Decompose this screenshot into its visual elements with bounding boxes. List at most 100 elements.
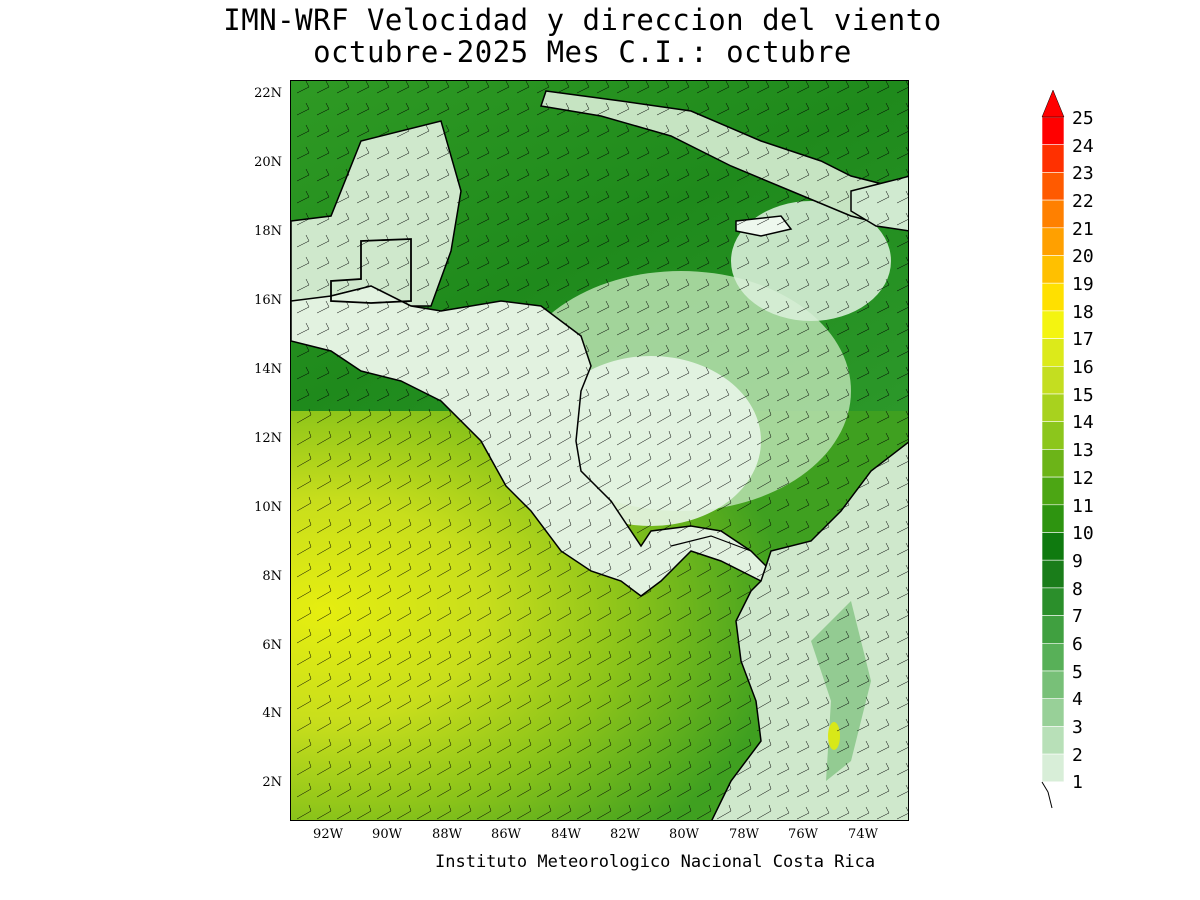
wind-barb (456, 300, 470, 314)
wind-barb (836, 366, 850, 380)
wind-barb (396, 804, 412, 820)
wind-barb (616, 81, 630, 94)
wind-barb (576, 430, 592, 446)
wind-barb (516, 518, 532, 534)
wind-barb (556, 716, 572, 732)
wind-barb (796, 696, 810, 710)
wind-barb (296, 430, 312, 446)
cb-label-7: 7 (1072, 606, 1083, 627)
wind-barb (616, 452, 632, 468)
wind-barb (596, 496, 612, 512)
colorbar-box (1041, 476, 1065, 506)
wind-barb (496, 430, 512, 446)
wind-barb (776, 564, 790, 578)
wind-barb (676, 212, 690, 226)
wind-barb (356, 256, 370, 270)
wind-barb (576, 278, 590, 292)
cb-label-20: 20 (1072, 246, 1094, 267)
wind-barb (836, 388, 850, 402)
wind-barb (496, 102, 510, 116)
wind-barb (896, 762, 908, 776)
wind-barb (636, 300, 650, 314)
wind-barb (736, 430, 752, 446)
wind-barb (436, 606, 452, 622)
wind-barb (616, 234, 630, 248)
wind-barb (296, 804, 312, 820)
wind-barb (656, 562, 672, 578)
wind-barb (836, 762, 850, 776)
wind-barb (716, 496, 732, 512)
wind-barb (336, 452, 352, 468)
wind-barb (456, 672, 472, 688)
wind-barb (316, 124, 330, 138)
wind-barb (876, 278, 890, 292)
wind-barb (596, 322, 610, 336)
wind-barb (556, 300, 570, 314)
wind-barb (536, 388, 550, 402)
wind-barb (816, 564, 830, 578)
wind-barb (496, 804, 512, 820)
wind-barb (596, 606, 612, 622)
wind-barb (816, 498, 830, 512)
lon-label-80w: 80W (669, 827, 699, 842)
wind-barb (336, 388, 350, 402)
wind-barb (456, 278, 470, 292)
wind-barb (396, 496, 412, 512)
wind-barb (796, 278, 810, 292)
wind-barb (696, 782, 712, 798)
wind-barb (636, 146, 650, 160)
wind-barb (296, 81, 310, 94)
wind-barb (356, 760, 372, 776)
wind-barb (896, 520, 908, 534)
wind-barb (816, 278, 830, 292)
wind-barb (616, 738, 632, 754)
wind-barb (636, 81, 650, 94)
cb-label-5: 5 (1072, 662, 1083, 683)
color-scale (1041, 89, 1065, 809)
wind-barb (396, 540, 412, 556)
wind-barb (736, 212, 750, 226)
wind-barb (336, 408, 352, 424)
wind-barb (716, 212, 730, 226)
wind-barb (336, 146, 350, 160)
wind-barb (656, 760, 672, 776)
wind-barb (796, 806, 810, 820)
wind-barb (716, 650, 732, 666)
wind-barb (816, 300, 830, 314)
wind-barb (796, 300, 810, 314)
wind-barb (336, 190, 350, 204)
wind-barb (376, 562, 392, 578)
wind-barb (536, 518, 552, 534)
wind-barb (436, 650, 452, 666)
wind-barb (636, 650, 652, 666)
wind-barb (876, 630, 890, 644)
wind-barb (456, 366, 470, 380)
wind-barb (736, 760, 752, 776)
wind-barb (536, 738, 552, 754)
colorbar-box (1041, 365, 1065, 395)
jamaica-land (735, 215, 793, 237)
wind-barb (516, 408, 532, 424)
wind-barb (776, 344, 790, 358)
wind-barb (696, 408, 712, 424)
wind-barb (756, 408, 772, 424)
wind-barb (856, 168, 870, 182)
wind-barb (356, 474, 372, 490)
wind-barb (756, 606, 772, 622)
wind-barb (336, 234, 350, 248)
wind-barb (536, 408, 552, 424)
wind-barb (376, 782, 392, 798)
wind-barb (876, 124, 890, 138)
wind-barb (356, 496, 372, 512)
wind-barb (836, 256, 850, 270)
wind-barb (796, 630, 810, 644)
wind-barb (436, 518, 452, 534)
wind-barb (776, 652, 790, 666)
wind-barb (316, 234, 330, 248)
wind-barb (756, 452, 772, 468)
wind-barb (456, 256, 470, 270)
wind-barb (616, 650, 632, 666)
wind-barb (296, 496, 312, 512)
wind-barb (696, 738, 712, 754)
wind-barb (496, 344, 510, 358)
